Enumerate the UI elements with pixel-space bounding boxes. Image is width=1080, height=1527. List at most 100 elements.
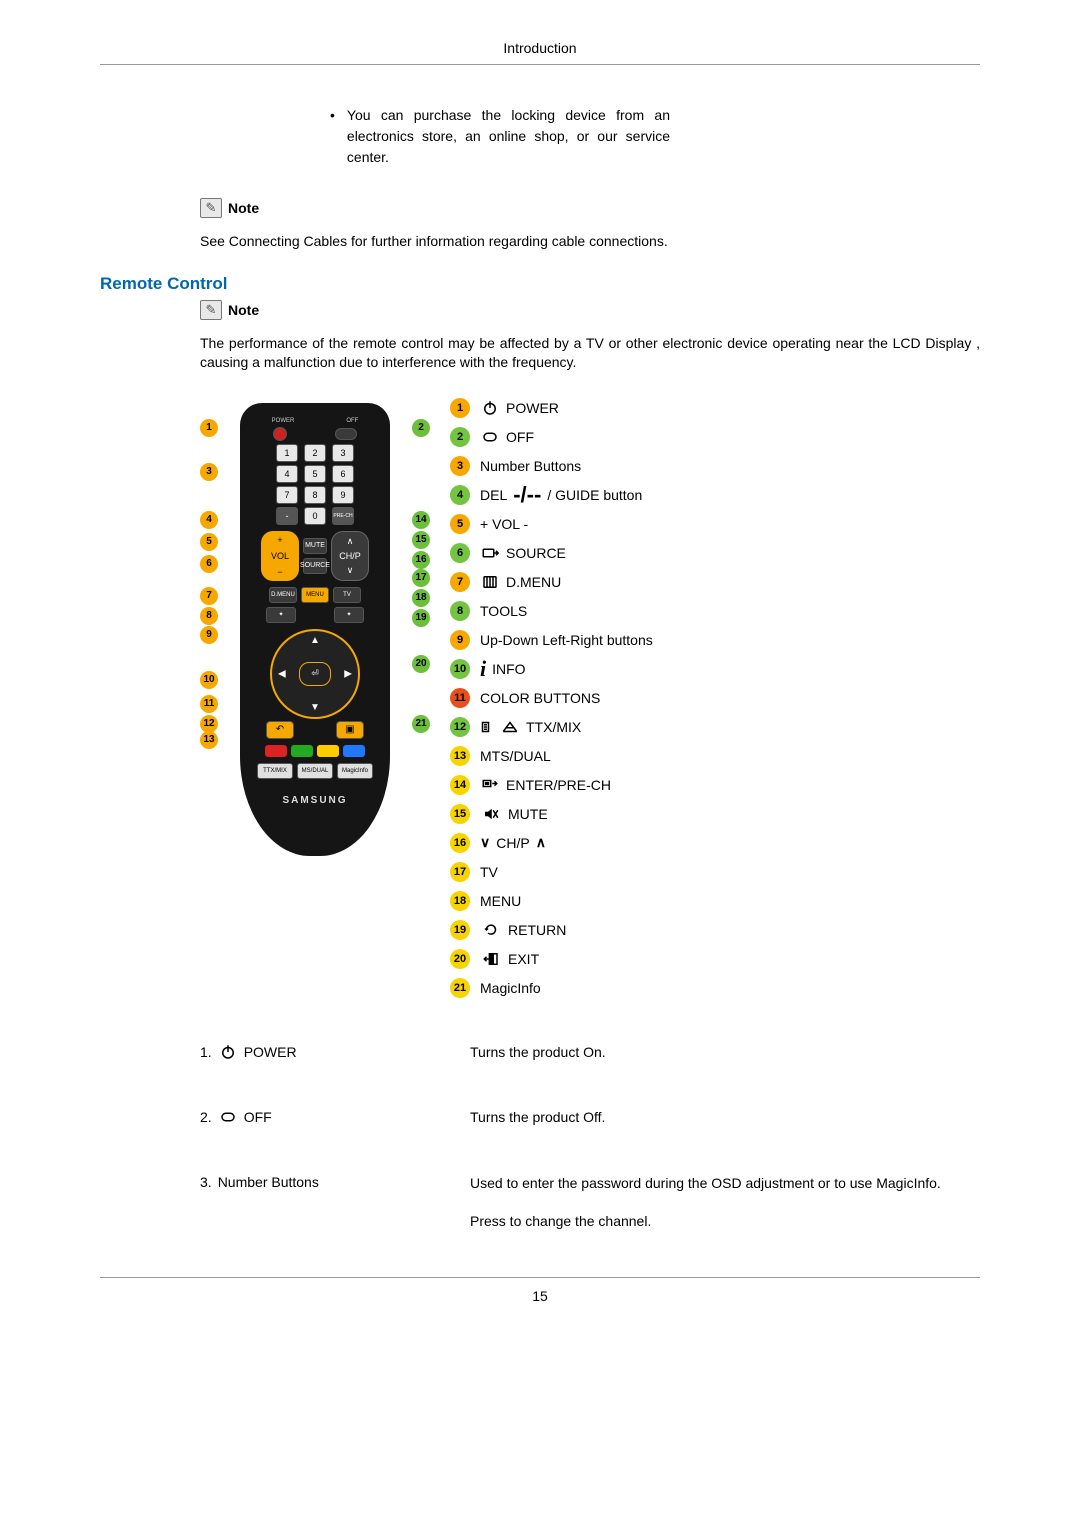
description-body: Turns the product Off. [470,1108,980,1146]
legend-text: RETURN [480,921,566,939]
power-icon [218,1043,238,1061]
legend-item: 8TOOLS [450,597,980,625]
legend-badge: 19 [450,920,470,940]
off-icon [480,428,500,446]
description-body: Used to enter the password during the OS… [470,1174,980,1249]
legend-text: SOURCE [480,544,566,562]
legend-badge: 7 [450,572,470,592]
descriptions-table: 1.POWER Turns the product On. 2.OFFTurns t… [200,1043,980,1249]
legend-text: Number Buttons [480,458,581,474]
callout-marker: 18 [412,589,430,607]
remote-vol-ch: +VOL− MUTE SOURCE ∧CH/P∨ [252,531,378,581]
legend-item: 7D.MENU [450,568,980,596]
remote-return-exit: ↶▣ [252,721,378,739]
ch-label: CH/P [339,551,361,561]
legend-item: 17TV [450,858,980,886]
legend-item: 11COLOR BUTTONS [450,684,980,712]
legend-item: 1 POWER [450,394,980,422]
mute-icon [480,805,502,823]
callout-marker: 11 [200,695,218,713]
callout-marker: 20 [412,655,430,673]
header-title: Introduction [503,40,576,56]
description-label: 1.POWER [200,1043,440,1061]
description-row: 2.OFFTurns the product Off. [200,1108,980,1146]
legend-text: ENTER/PRE-CH [480,776,611,794]
callout-marker: 6 [200,555,218,573]
legend-badge: 15 [450,804,470,824]
menu-btn: MENU [301,587,329,603]
callout-marker: 1 [200,419,218,437]
legend-list: 1 POWER 2 OFF 3Number Buttons4DEL-/-- / GUID… [450,393,980,1003]
legend-item: 19 RETURN [450,916,980,944]
description-row: 1.POWER Turns the product On. [200,1043,980,1081]
page-header: Introduction [100,40,980,65]
legend-text: POWER [480,399,559,417]
note-label: Note [228,302,259,318]
legend-item: 18MENU [450,887,980,915]
note-row-1: ✎ Note [200,198,980,218]
description-row: 3.Number ButtonsUsed to enter the passwo… [200,1174,980,1249]
bullet-text: You can purchase the locking device from… [347,105,670,168]
callout-marker: 17 [412,569,430,587]
callout-marker: 13 [200,731,218,749]
remote-brand: SAMSUNG [252,795,378,806]
off-icon [218,1108,238,1126]
legend-item: 3Number Buttons [450,452,980,480]
legend-item: 13MTS/DUAL [450,742,980,770]
legend-badge: 21 [450,978,470,998]
callout-marker: 8 [200,607,218,625]
legend-badge: 9 [450,630,470,650]
legend-text: Up-Down Left-Right buttons [480,632,653,648]
bullet-block: • You can purchase the locking device fr… [100,105,980,168]
note-icon: ✎ [200,300,222,320]
guide-icon: -/-- [513,482,541,508]
tv-btn: TV [333,587,361,603]
remote-illustration: 1345678910111213 21415161718192021 POWER… [200,393,430,856]
legend-badge: 5 [450,514,470,534]
mute-btn: MUTE [303,538,327,554]
callout-marker: 3 [200,463,218,481]
exit-icon [480,950,502,968]
legend-badge: 16 [450,833,470,853]
source-icon [480,544,500,562]
legend-item: 5+ VOL - [450,510,980,538]
legend-badge: 1 [450,398,470,418]
return-icon [480,921,502,939]
remote-layout: 1345678910111213 21415161718192021 POWER… [200,393,980,1003]
legend-text: MTS/DUAL [480,748,551,764]
legend-item: 12TTX/MIX [450,713,980,741]
callout-marker: 21 [412,715,430,733]
legend-badge: 12 [450,717,470,737]
legend-item: 21MagicInfo [450,974,980,1002]
legend-text: MUTE [480,805,548,823]
callout-marker: 14 [412,511,430,529]
legend-badge: 2 [450,427,470,447]
legend-text: TV [480,864,498,880]
legend-badge: 6 [450,543,470,563]
remote-keypad: 123 456 789 -0PRE-CH [252,444,378,525]
callout-marker: 19 [412,609,430,627]
legend-item: 4DEL-/-- / GUIDE button [450,481,980,509]
note-label: Note [228,200,259,216]
ttx-btn: TTX/MIX [257,763,293,779]
note2-text: The performance of the remote control ma… [200,334,980,373]
legend-badge: 20 [450,949,470,969]
remote-power-btn [273,427,287,441]
remote-bottom-row: TTX/MIX MS/DUAL MagicInfo [252,763,378,779]
legend-text: OFF [480,428,534,446]
callout-marker: 10 [200,671,218,689]
note-row-2: ✎ Note [200,300,980,320]
dmenu-icon [480,573,500,591]
remote-off-btn [335,428,357,440]
legend-text: EXIT [480,950,539,968]
callout-marker: 16 [412,551,430,569]
remote-off-label: OFF [346,418,358,424]
note1-text: See Connecting Cables for further inform… [200,232,980,252]
legend-text: DEL-/-- / GUIDE button [480,482,642,508]
callout-marker: 15 [412,531,430,549]
legend-badge: 14 [450,775,470,795]
description-body: Turns the product On. [470,1043,980,1081]
dmenu-btn: D.MENU [269,587,297,603]
legend-text: COLOR BUTTONS [480,690,600,706]
legend-badge: 8 [450,601,470,621]
